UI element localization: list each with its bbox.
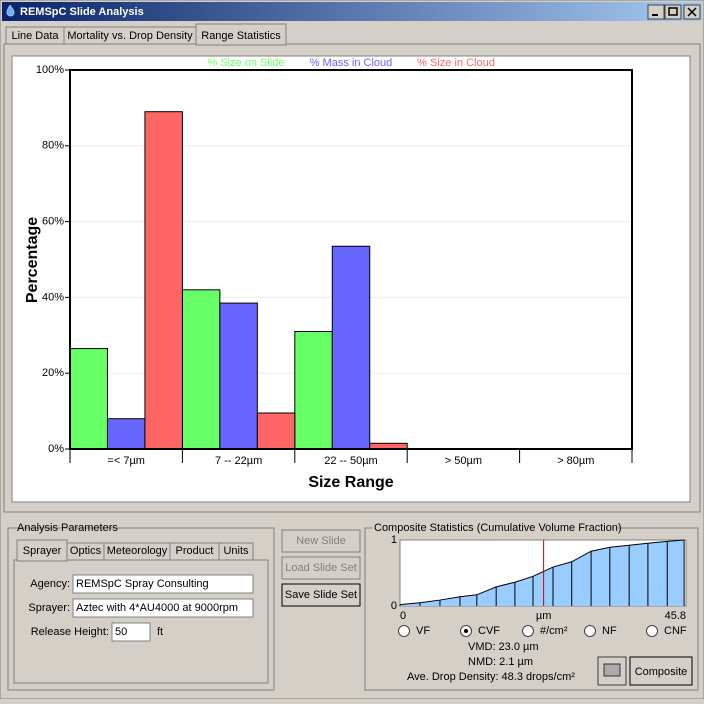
- bar: [219, 302, 258, 450]
- printer-icon: [603, 663, 621, 677]
- tab-label: Product: [176, 545, 214, 557]
- radio-label: NF: [602, 625, 617, 637]
- analysis-group: [7, 527, 275, 691]
- button: [281, 556, 361, 580]
- tab-label: Meteorology: [107, 545, 168, 557]
- radio-button[interactable]: [646, 625, 658, 637]
- tab-label: Optics: [70, 545, 102, 557]
- field-value: 50: [115, 626, 127, 638]
- y-axis-label: Percentage: [24, 217, 41, 303]
- legend-entry: % Size in Cloud: [417, 57, 495, 69]
- field-value: REMSpC Spray Consulting: [76, 578, 209, 590]
- minimize-button[interactable]: [647, 4, 665, 20]
- tab-label: Sprayer: [23, 545, 62, 557]
- app-icon: [6, 4, 15, 17]
- maximize-button[interactable]: [664, 4, 682, 20]
- radio-button[interactable]: [398, 625, 410, 637]
- button-label: Composite: [635, 666, 688, 678]
- radio-label: VF: [416, 625, 430, 637]
- text-input[interactable]: [111, 622, 151, 642]
- title-bar: [2, 2, 702, 21]
- tab[interactable]: [195, 23, 287, 46]
- x-tick-label: 0: [400, 610, 406, 622]
- text-input[interactable]: [72, 598, 254, 618]
- legend-entry: % Size on Slide: [207, 57, 284, 69]
- cumulative-area: [400, 540, 685, 606]
- y-tick-label: 0%: [48, 443, 64, 455]
- radio-dot: [464, 629, 468, 633]
- x-tick-label: 7 -- 22µm: [215, 455, 262, 467]
- stat-text: Ave. Drop Density: 48.3 drops/cm²: [407, 671, 575, 683]
- window-title: REMSpC Slide Analysis: [20, 6, 144, 18]
- field-label: Release Height:: [31, 626, 109, 638]
- legend-entry: % Mass in Cloud: [310, 57, 393, 69]
- tab[interactable]: [218, 542, 254, 561]
- group-title: Analysis Parameters: [17, 522, 118, 534]
- button-label: Load Slide Set: [285, 562, 357, 574]
- radio-label: #/cm²: [540, 625, 568, 637]
- button[interactable]: [281, 583, 361, 607]
- plot-frame: [69, 69, 633, 450]
- bar: [144, 111, 183, 450]
- stat-text: VMD: 23.0 µm: [468, 641, 539, 653]
- radio-label: CVF: [478, 625, 500, 637]
- x-tick-label: =< 7µm: [107, 455, 145, 467]
- y-tick-label: 100%: [36, 64, 64, 76]
- bar: [181, 289, 221, 450]
- radio-button[interactable]: [522, 625, 534, 637]
- field-label: Sprayer:: [28, 602, 70, 614]
- bar: [69, 348, 108, 450]
- y-tick-label: 80%: [42, 140, 64, 152]
- button-label: New Slide: [296, 535, 346, 547]
- radio-button[interactable]: [584, 625, 596, 637]
- x-axis-label: Size Range: [308, 474, 393, 491]
- bar: [256, 412, 296, 450]
- radio-label: CNF: [664, 625, 687, 637]
- tab-label: Units: [223, 545, 249, 557]
- y-tick-label: 20%: [42, 367, 64, 379]
- text-input[interactable]: [72, 574, 254, 594]
- x-axis-label: µm: [536, 610, 552, 622]
- tab-label: Range Statistics: [201, 30, 281, 42]
- bar: [106, 418, 146, 450]
- bar: [294, 331, 333, 450]
- group-title: Composite Statistics (Cumulative Volume …: [374, 522, 622, 534]
- x-tick-label: 45.8: [665, 610, 686, 622]
- field-label: Agency:: [30, 578, 70, 590]
- button: [281, 529, 361, 553]
- composite-button[interactable]: [629, 656, 693, 686]
- y-tick-label: 60%: [42, 216, 64, 228]
- print-button[interactable]: [597, 656, 627, 686]
- bar: [331, 245, 371, 450]
- y-tick-label: 1: [391, 534, 397, 546]
- x-tick-label: > 80µm: [557, 455, 594, 467]
- x-tick-label: > 50µm: [445, 455, 482, 467]
- cumulative-line: [399, 539, 685, 606]
- field-value: Aztec with 4*AU4000 at 9000rpm: [76, 602, 238, 614]
- x-tick-label: 22 -- 50µm: [324, 455, 377, 467]
- tab-label: Mortality vs. Drop Density: [67, 30, 193, 42]
- tab-label: Line Data: [11, 30, 59, 42]
- stat-text: NMD: 2.1 µm: [468, 656, 533, 668]
- y-tick-label: 0: [391, 600, 397, 612]
- field-unit: ft: [157, 626, 163, 638]
- y-tick-label: 40%: [42, 291, 64, 303]
- button-label: Save Slide Set: [285, 589, 357, 601]
- window-controls: [647, 4, 701, 20]
